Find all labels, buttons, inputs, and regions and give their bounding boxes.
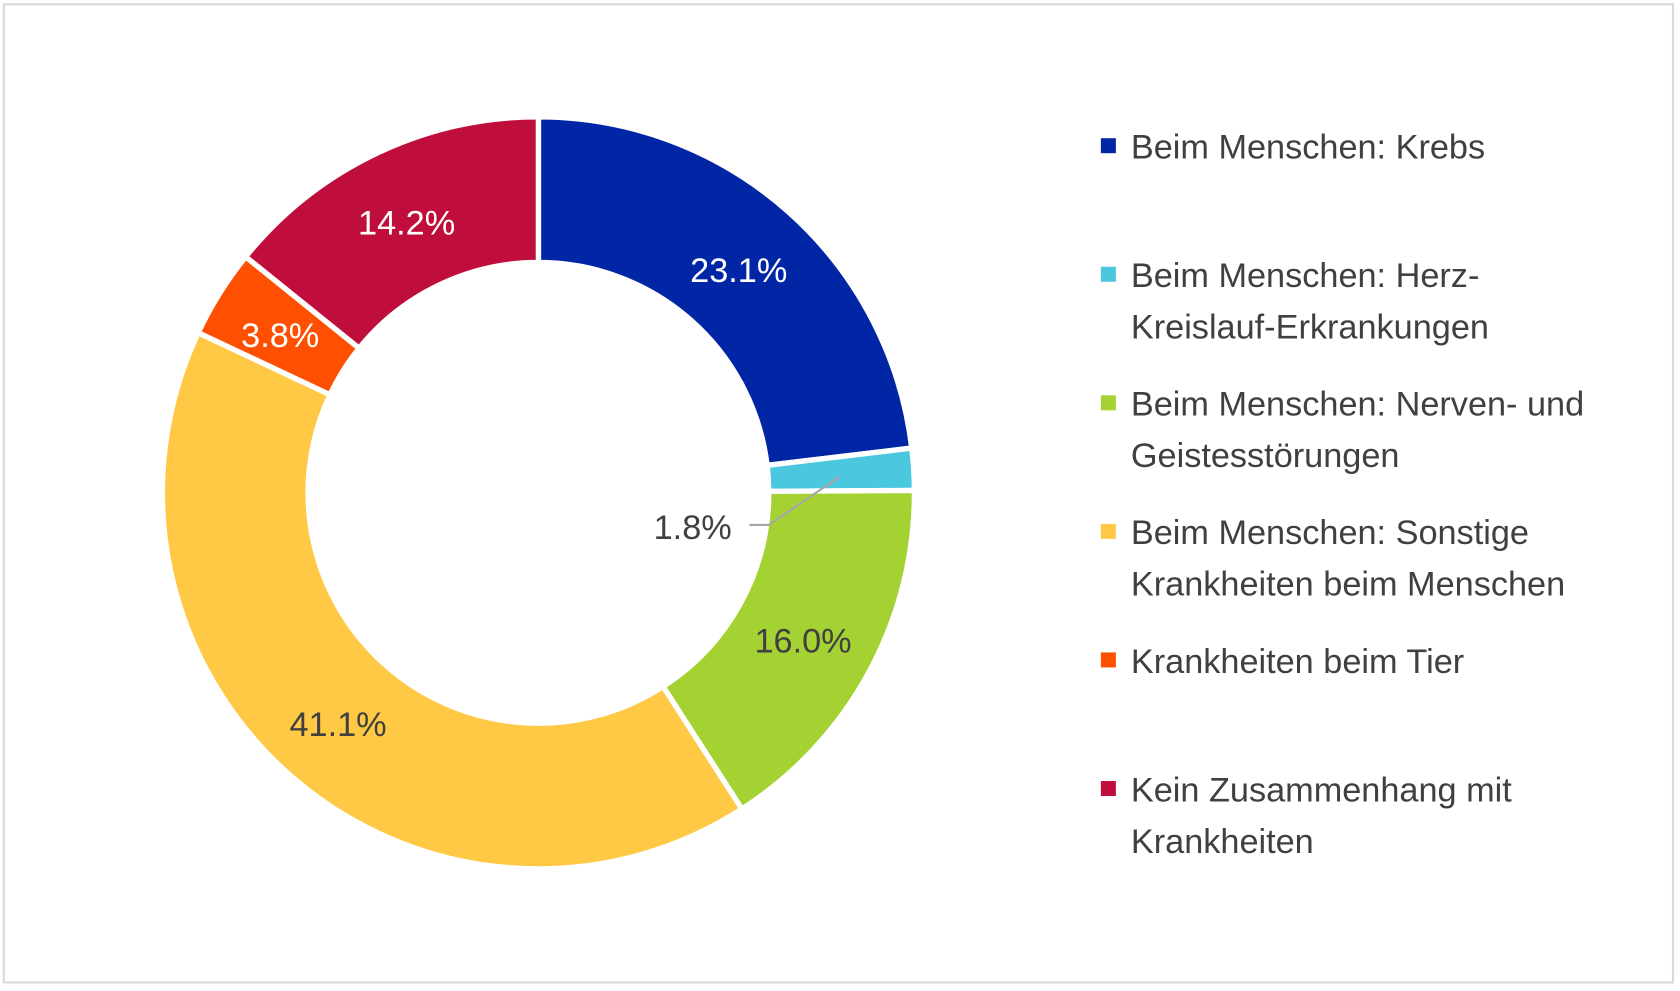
legend-label: Beim Menschen: Herz-: [1131, 257, 1479, 295]
legend-label: Krankheiten: [1131, 823, 1314, 861]
legend-label: Kreislauf-Erkrankungen: [1131, 309, 1489, 347]
donut-slice[interactable]: [241, 114, 542, 353]
legend-item: Beim Menschen: Sonstige Krankheiten beim …: [1100, 514, 1565, 604]
legend-swatch: [1100, 781, 1116, 797]
legend-label: Beim Menschen: Krebs: [1131, 129, 1485, 167]
donut-slice[interactable]: [535, 114, 915, 469]
data-label: 41.1%: [289, 706, 386, 744]
legend-item: Beim Menschen: Nerven- und Geistesstörung…: [1100, 386, 1584, 475]
data-label: 14.2%: [358, 205, 455, 243]
legend-label: Geistesstörungen: [1131, 437, 1400, 475]
legend-label: Krankheiten beim Tier: [1131, 643, 1464, 681]
legend-swatch: [1100, 652, 1116, 668]
data-label: 3.8%: [241, 317, 319, 355]
legend-swatch: [1100, 523, 1116, 539]
legend-item: Beim Menschen: Herz- Kreislauf-Erkrankung…: [1100, 257, 1489, 347]
legend-swatch: [1100, 266, 1116, 282]
legend-swatch: [1100, 138, 1116, 154]
data-label: 16.0%: [754, 622, 851, 660]
legend-item: Kein Zusammenhang mit Krankheiten: [1100, 771, 1512, 861]
legend-item: Beim Menschen: Krebs: [1100, 129, 1485, 167]
data-label: 1.8%: [654, 509, 732, 547]
legend-item: Krankheiten beim Tier: [1100, 643, 1464, 681]
legend-label: Beim Menschen: Sonstige: [1131, 514, 1529, 552]
leader-line: [749, 475, 841, 527]
legend-label: Krankheiten beim Menschen: [1131, 566, 1565, 604]
donut-slice[interactable]: [159, 329, 746, 872]
legend-label: Beim Menschen: Nerven- und: [1131, 386, 1584, 424]
legend-label: Kein Zusammenhang mit: [1131, 771, 1512, 809]
legend: Beim Menschen: Krebs Beim Menschen: Herz-…: [1100, 129, 1584, 861]
donut-slice[interactable]: [659, 487, 918, 813]
legend-swatch: [1100, 395, 1116, 411]
data-label: 23.1%: [690, 252, 787, 290]
